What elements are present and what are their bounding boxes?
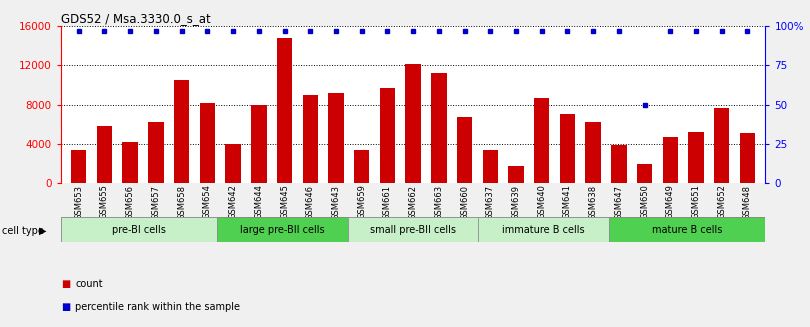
Bar bbox=[714, 108, 730, 183]
Text: percentile rank within the sample: percentile rank within the sample bbox=[75, 302, 241, 312]
Bar bbox=[174, 80, 190, 183]
Bar bbox=[431, 73, 446, 183]
Bar bbox=[586, 122, 601, 183]
Text: GDS52 / Msa.3330.0_s_at: GDS52 / Msa.3330.0_s_at bbox=[61, 12, 211, 25]
Bar bbox=[534, 98, 549, 183]
Bar bbox=[483, 150, 498, 183]
FancyBboxPatch shape bbox=[217, 217, 347, 242]
Bar bbox=[663, 137, 678, 183]
Bar bbox=[457, 117, 472, 183]
Bar bbox=[560, 114, 575, 183]
Bar bbox=[508, 166, 524, 183]
Text: cell type: cell type bbox=[2, 226, 44, 235]
Text: ■: ■ bbox=[61, 302, 70, 312]
Bar bbox=[740, 133, 755, 183]
Bar bbox=[611, 145, 627, 183]
Bar bbox=[71, 150, 87, 183]
Bar bbox=[354, 150, 369, 183]
Text: count: count bbox=[75, 280, 103, 289]
Text: immature B cells: immature B cells bbox=[502, 225, 585, 235]
Text: small pre-BII cells: small pre-BII cells bbox=[370, 225, 456, 235]
Bar bbox=[688, 132, 704, 183]
Text: mature B cells: mature B cells bbox=[652, 225, 723, 235]
Bar bbox=[380, 88, 395, 183]
Bar bbox=[637, 164, 652, 183]
Bar bbox=[405, 64, 421, 183]
Text: large pre-BII cells: large pre-BII cells bbox=[241, 225, 325, 235]
FancyBboxPatch shape bbox=[61, 217, 217, 242]
Bar bbox=[302, 95, 318, 183]
Bar bbox=[225, 144, 241, 183]
Bar bbox=[277, 38, 292, 183]
Bar bbox=[251, 105, 266, 183]
FancyBboxPatch shape bbox=[61, 217, 765, 242]
Text: ▶: ▶ bbox=[39, 226, 46, 235]
FancyBboxPatch shape bbox=[479, 217, 609, 242]
FancyBboxPatch shape bbox=[347, 217, 479, 242]
Text: ■: ■ bbox=[61, 280, 70, 289]
Bar bbox=[122, 142, 138, 183]
Text: pre-BI cells: pre-BI cells bbox=[112, 225, 166, 235]
Bar bbox=[96, 126, 113, 183]
Bar bbox=[148, 122, 164, 183]
FancyBboxPatch shape bbox=[609, 217, 765, 242]
Bar bbox=[328, 93, 343, 183]
Bar bbox=[199, 103, 215, 183]
